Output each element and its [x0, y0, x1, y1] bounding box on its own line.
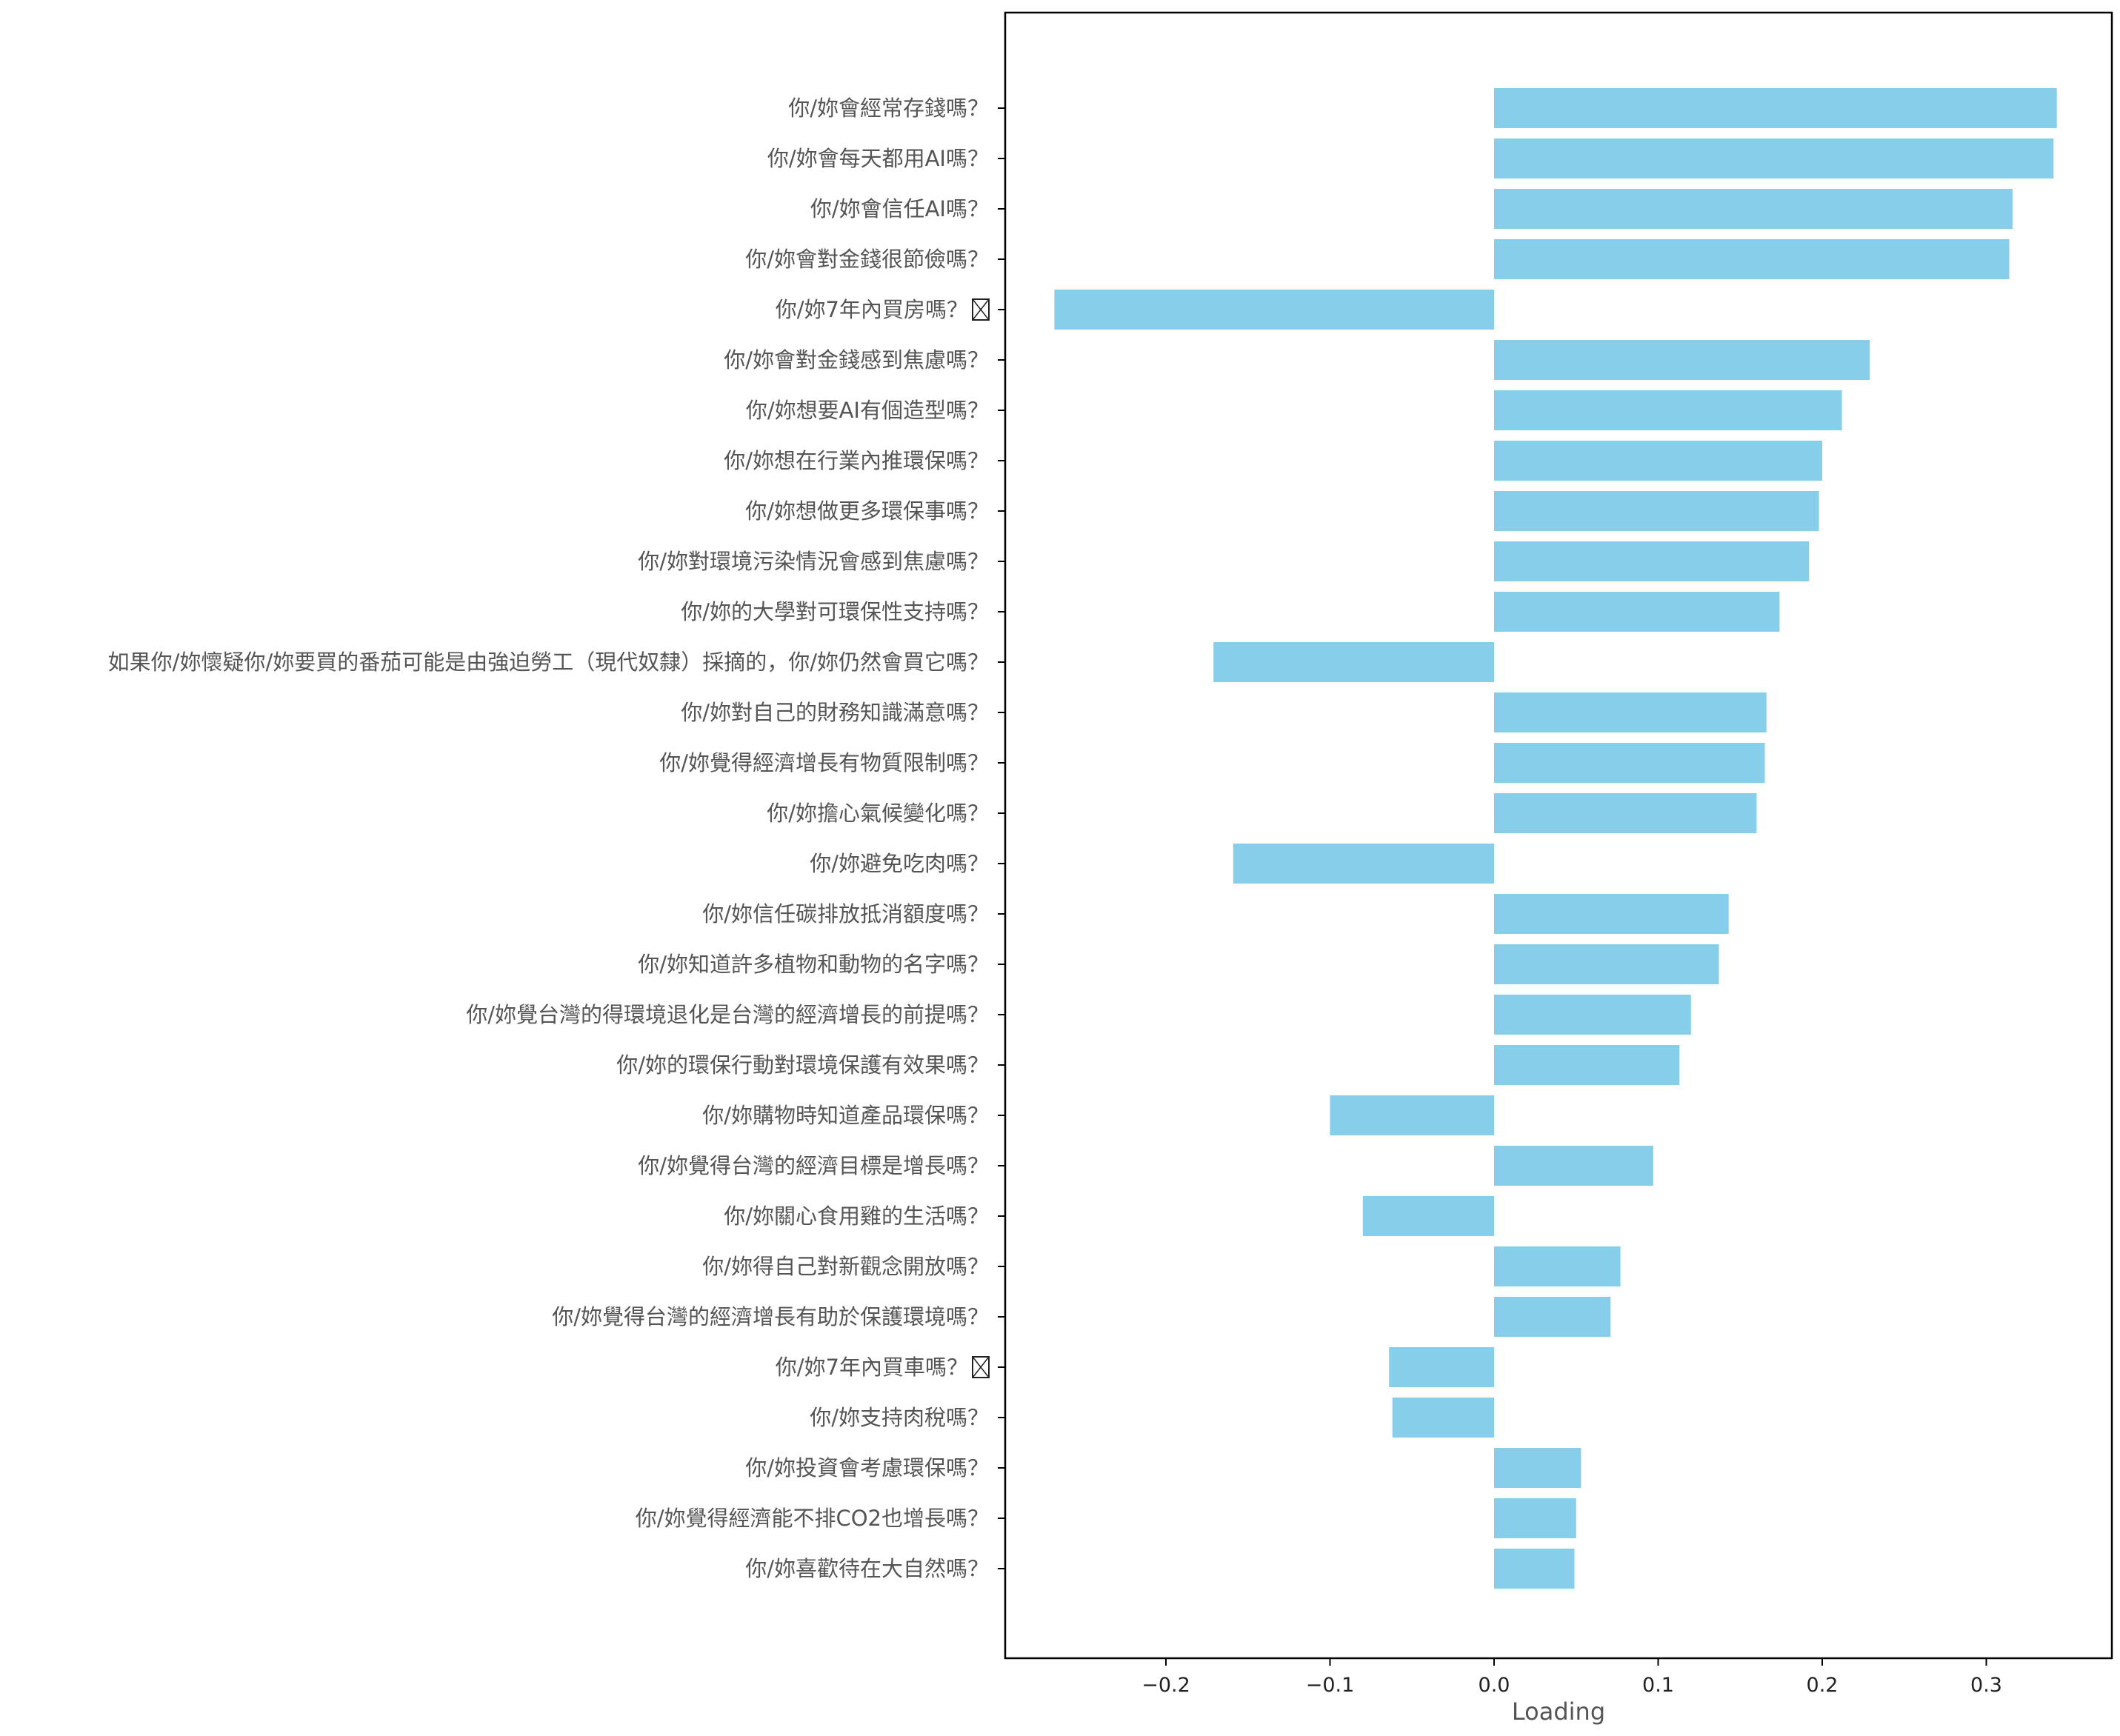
x-tick-label: 0.3: [1970, 1674, 2002, 1697]
bar: [1494, 340, 1870, 380]
bar: [1494, 390, 1842, 430]
bar: [1494, 1549, 1575, 1589]
bar: [1494, 894, 1729, 934]
bar: [1213, 642, 1494, 682]
x-tick-label: −0.2: [1141, 1674, 1190, 1697]
bar: [1494, 88, 2057, 128]
bar: [1494, 944, 1719, 984]
y-category-label: 你/妳7年內買車嗎？: [776, 1355, 968, 1380]
bar: [1494, 592, 1780, 632]
y-category-label: 你/妳避免吃肉嗎？: [810, 851, 989, 876]
bar: [1494, 793, 1757, 833]
y-category-label: 你/妳會對金錢很節儉嗎？: [745, 247, 989, 272]
y-category-label: 你/妳支持肉稅嗎？: [810, 1405, 989, 1430]
y-category-label: 你/妳對自己的財務知識滿意嗎？: [681, 700, 989, 725]
missing-glyph-box-icon: [972, 298, 990, 321]
bar: [1494, 1498, 1576, 1538]
y-category-label: 你/妳關心食用雞的生活嗎？: [724, 1203, 989, 1229]
bar: [1494, 1297, 1611, 1337]
y-category-label: 你/妳覺得台灣的經濟增長有助於保護環境嗎？: [552, 1304, 989, 1329]
bar: [1330, 1095, 1494, 1135]
bar: [1389, 1347, 1494, 1387]
y-category-label: 你/妳得自己對新觀念開放嗎？: [702, 1254, 989, 1279]
y-category-label: 你/妳知道許多植物和動物的名字嗎？: [638, 952, 989, 977]
bar: [1494, 1045, 1680, 1085]
bar: [1494, 1246, 1621, 1286]
y-category-label: 你/妳7年內買房嗎？: [776, 297, 968, 322]
bar: [1494, 541, 1810, 581]
y-category-label: 你/妳的環保行動對環境保護有效果嗎？: [616, 1052, 989, 1078]
bar: [1494, 995, 1691, 1035]
y-category-label: 你/妳喜歡待在大自然嗎？: [745, 1556, 989, 1581]
bar: [1494, 1146, 1653, 1186]
bar: [1494, 1448, 1581, 1488]
y-category-label: 你/妳覺得經濟增長有物質限制嗎？: [659, 750, 989, 775]
y-category-label: 你/妳的大學對可環保性支持嗎？: [681, 599, 989, 624]
x-tick-label: 0.1: [1642, 1674, 1674, 1697]
bar: [1494, 692, 1767, 732]
x-tick-label: 0.0: [1479, 1674, 1510, 1697]
y-category-label: 你/妳想要AI有個造型嗎？: [746, 398, 989, 423]
bar: [1494, 743, 1765, 783]
x-tick-label: 0.2: [1807, 1674, 1839, 1697]
y-category-label: 你/妳會對金錢感到焦慮嗎？: [724, 347, 989, 373]
bar: [1392, 1398, 1494, 1438]
y-category-label: 你/妳信任碳排放抵消額度嗎？: [702, 901, 989, 927]
bar: [1494, 239, 2010, 279]
y-category-label: 你/妳想做更多環保事嗎？: [745, 498, 989, 524]
bar: [1494, 491, 1819, 531]
bar: [1494, 441, 1822, 481]
x-tick-label: −0.1: [1306, 1674, 1355, 1697]
y-category-label: 你/妳會經常存錢嗎？: [788, 96, 989, 121]
y-category-label: 你/妳會信任AI嗎？: [810, 196, 989, 221]
bar: [1233, 844, 1494, 884]
y-category-label: 你/妳擔心氣候變化嗎？: [767, 801, 989, 826]
bar: [1494, 138, 2054, 178]
y-category-label: 你/妳覺得台灣的經濟目標是增長嗎？: [638, 1153, 989, 1178]
missing-glyph-box-icon: [972, 1356, 990, 1378]
y-category-label: 你/妳覺得經濟能不排CO2也增長嗎？: [636, 1506, 989, 1531]
y-category-label: 你/妳投資會考慮環保嗎？: [745, 1455, 989, 1480]
y-category-label: 你/妳想在行業內推環保嗎？: [724, 448, 989, 473]
y-category-label: 你/妳覺台灣的得環境退化是台灣的經濟增長的前提嗎？: [466, 1002, 989, 1027]
bar: [1054, 290, 1494, 330]
y-category-label: 如果你/妳懷疑你/妳要買的番茄可能是由強迫勞工（現代奴隸）採摘的，你/妳仍然會買…: [108, 650, 989, 675]
y-category-label: 你/妳會每天都用AI嗎？: [767, 146, 989, 171]
y-category-label: 你/妳購物時知道產品環保嗎？: [702, 1103, 989, 1128]
plot-frame: [1004, 11, 2113, 1660]
bar: [1494, 189, 2013, 229]
x-axis-title: Loading: [1512, 1697, 1605, 1726]
bar: [1362, 1196, 1494, 1236]
y-category-label: 你/妳對環境污染情況會感到焦慮嗎？: [638, 549, 989, 574]
